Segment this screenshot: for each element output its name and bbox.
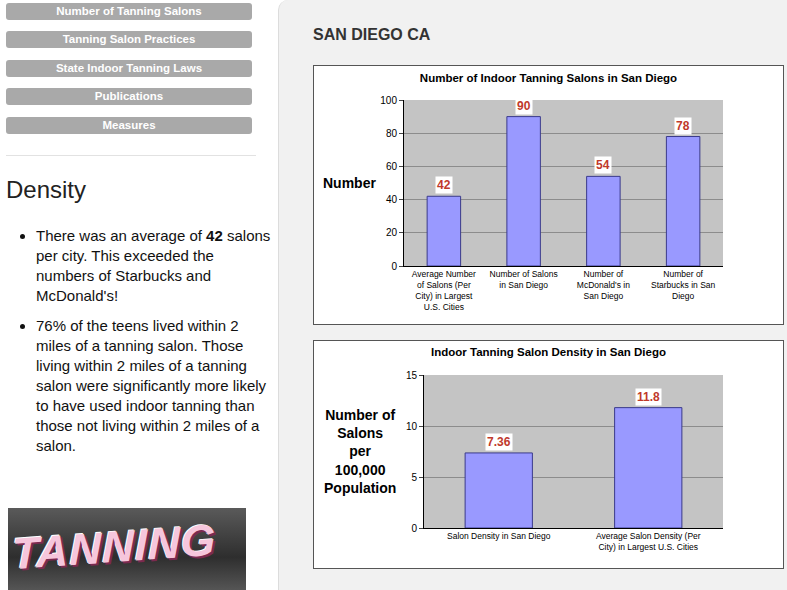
svg-text:Number ofMcDonald's inSan Dieg: Number ofMcDonald's inSan Diego xyxy=(577,269,630,301)
svg-text:Average Salon Density (PerCity: Average Salon Density (PerCity) in Large… xyxy=(596,531,701,552)
html-text:Number of Tanning Salons: Number of Tanning Salons xyxy=(56,5,202,17)
svg-text:11.8: 11.8 xyxy=(637,390,660,404)
svg-text:54: 54 xyxy=(596,158,610,172)
html-text:Measures: Measures xyxy=(102,119,156,131)
svg-text:0: 0 xyxy=(391,261,397,272)
svg-text:42: 42 xyxy=(437,178,451,192)
html-text:76% of the teens lived within: 76% of the teens lived within 2 miles of… xyxy=(36,317,267,454)
svg-text:15: 15 xyxy=(406,370,418,381)
svg-text:Number ofStarbucks in SanDiego: Number ofStarbucks in SanDiego xyxy=(651,269,716,301)
svg-text:5: 5 xyxy=(411,472,417,483)
html-text:Density: Density xyxy=(6,176,86,203)
svg-text:0: 0 xyxy=(411,523,417,534)
html-text:There was an average of 42 sal: There was an average of 42 salons per ci… xyxy=(36,227,271,304)
svg-text:40: 40 xyxy=(386,194,398,205)
html-text:State Indoor Tanning Laws: State Indoor Tanning Laws xyxy=(55,62,202,74)
svg-text:Number ofSalonsper100,000Popul: Number ofSalonsper100,000Population xyxy=(324,407,396,496)
html-text:Publications: Publications xyxy=(94,90,164,102)
svg-text:100: 100 xyxy=(380,95,397,106)
svg-text:90: 90 xyxy=(517,99,531,113)
html-text:Tanning Salon Practices: Tanning Salon Practices xyxy=(62,33,196,45)
svg-text:78: 78 xyxy=(676,119,690,133)
svg-text:10: 10 xyxy=(406,421,418,432)
svg-text:20: 20 xyxy=(386,227,398,238)
svg-text:60: 60 xyxy=(386,161,398,172)
html-text:TANNING: TANNING xyxy=(12,514,217,579)
svg-text:7.36: 7.36 xyxy=(487,435,511,449)
svg-text:Number of Salonsin San Diego: Number of Salonsin San Diego xyxy=(490,269,558,290)
svg-text:Number of Indoor Tanning Salon: Number of Indoor Tanning Salons in San D… xyxy=(420,72,677,84)
svg-text:Average Numberof Salons (PerCi: Average Numberof Salons (PerCity) in Lar… xyxy=(412,269,476,312)
svg-text:Number: Number xyxy=(323,175,376,191)
html-text:SAN DIEGO CA: SAN DIEGO CA xyxy=(313,26,431,43)
svg-text:Indoor Tanning Salon Density i: Indoor Tanning Salon Density in San Dieg… xyxy=(431,346,666,358)
svg-text:Salon Density in San Diego: Salon Density in San Diego xyxy=(447,531,551,541)
svg-text:80: 80 xyxy=(386,128,398,139)
